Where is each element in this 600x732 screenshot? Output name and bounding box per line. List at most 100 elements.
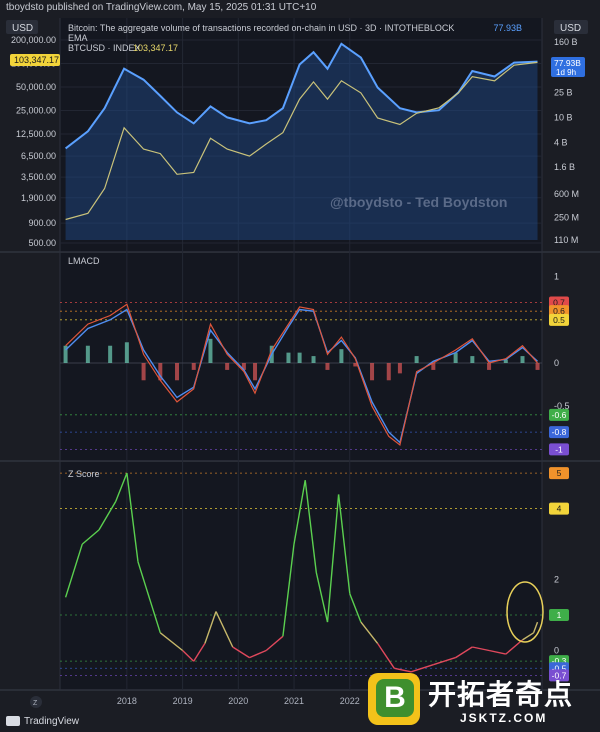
lmacd-histogram-bar bbox=[124, 342, 129, 363]
zscore-tick-label: 2 bbox=[554, 575, 559, 585]
x-tick-label: 2019 bbox=[173, 696, 193, 706]
lmacd-histogram-bar bbox=[85, 345, 90, 363]
lmacd-histogram-bar bbox=[175, 363, 180, 381]
zscore-segment bbox=[433, 656, 456, 666]
lmacd-histogram-bar bbox=[191, 363, 196, 370]
right-tick-label: 4 B bbox=[554, 137, 568, 147]
lmacd-histogram-bar bbox=[386, 363, 391, 381]
zscore-level-label: -0.3 bbox=[552, 656, 567, 666]
zscore-segment bbox=[410, 664, 434, 673]
lmacd-histogram-bar bbox=[353, 363, 358, 367]
zscore-segment bbox=[360, 621, 379, 644]
lmacd-histogram-bar bbox=[141, 363, 146, 381]
left-tick-label: 12,500.00 bbox=[16, 129, 56, 139]
volume-badge-time: 1d 9h bbox=[556, 68, 576, 77]
zscore-segment bbox=[304, 480, 317, 573]
highlight-ellipse bbox=[506, 581, 544, 643]
price-line bbox=[65, 61, 538, 221]
volume-area bbox=[65, 43, 538, 240]
zscore-segment bbox=[394, 667, 412, 673]
panel2-plot bbox=[60, 302, 542, 450]
lmacd-histogram-bar bbox=[370, 363, 375, 381]
volume-badge-value: 77.93B bbox=[554, 58, 581, 68]
zscore-segment bbox=[349, 593, 362, 623]
x-tick-label: 2022 bbox=[340, 696, 360, 706]
lmacd-level-label: -0.6 bbox=[552, 410, 567, 420]
lmacd-level-badge bbox=[549, 443, 569, 456]
panel2-title: LMACD bbox=[68, 256, 100, 266]
lmacd-histogram-bar bbox=[487, 363, 492, 370]
left-tick-label: 1,900.00 bbox=[21, 193, 56, 203]
lmacd-histogram-bar bbox=[325, 363, 330, 370]
currency-right-label: USD bbox=[560, 23, 581, 34]
zscore-segment bbox=[522, 632, 534, 641]
zscore-tick-label: 0 bbox=[554, 646, 559, 656]
panel3-plot bbox=[60, 472, 542, 676]
zscore-segment bbox=[193, 643, 206, 662]
lmacd-histogram-bar bbox=[397, 363, 402, 374]
lmacd-tick-label: -0.5 bbox=[554, 401, 570, 411]
zscore-segment bbox=[115, 472, 128, 502]
lmacd-histogram-bar bbox=[431, 363, 436, 370]
lmacd-level-badge bbox=[549, 408, 569, 421]
lmacd-histogram-bar bbox=[414, 356, 419, 363]
zscore-level-label: -0.5 bbox=[552, 663, 567, 673]
zscore-segment bbox=[204, 611, 217, 644]
lmacd-level-label: 0.5 bbox=[553, 315, 565, 325]
lmacd-histogram-bar bbox=[225, 363, 230, 370]
index-value: 103,347.17 bbox=[133, 43, 178, 53]
zscore-segment bbox=[455, 646, 473, 659]
zscore-segment bbox=[64, 543, 83, 598]
right-tick-label: 110 M bbox=[554, 235, 578, 245]
zscore-segment bbox=[98, 501, 117, 531]
zscore-level-label: -0.7 bbox=[552, 670, 567, 680]
right-tick-label: 160 B bbox=[554, 37, 578, 47]
zscore-segment bbox=[215, 611, 234, 648]
lmacd-histogram-bar bbox=[63, 345, 68, 363]
ema-label: EMA bbox=[68, 33, 88, 43]
zscore-level-badge bbox=[549, 502, 569, 515]
zscore-level-label: 5 bbox=[557, 468, 562, 478]
zscore-segment bbox=[137, 561, 161, 634]
currency-right-tag[interactable] bbox=[554, 20, 588, 34]
lmacd-histogram-bar bbox=[520, 356, 525, 363]
lmacd-histogram-bar bbox=[158, 363, 163, 381]
site-title: 开拓者奇点 bbox=[428, 679, 574, 710]
lmacd-level-label: -0.8 bbox=[552, 427, 567, 437]
tradingview-brand-label: TradingView bbox=[24, 716, 80, 727]
zscore-segment bbox=[249, 649, 267, 659]
zscore-segment bbox=[337, 494, 351, 594]
lmacd-level-label: -1 bbox=[555, 444, 563, 454]
left-tick-label: 500.00 bbox=[28, 238, 56, 248]
zscore-segment bbox=[232, 646, 250, 659]
panel1-title-value: 77.93B bbox=[493, 23, 522, 33]
tradingview-logo-icon bbox=[6, 716, 20, 727]
zscore-segment bbox=[532, 621, 539, 634]
site-watermark: B 开拓者奇点 JSKTZ.COM bbox=[368, 671, 598, 731]
zscore-segment bbox=[293, 480, 306, 545]
panel1-title: Bitcoin: The aggregate volume of transac… bbox=[68, 23, 454, 33]
site-logo-letter: B bbox=[376, 679, 414, 717]
zscore-level-badge bbox=[549, 609, 569, 622]
zscore-segment bbox=[488, 649, 506, 655]
z-button[interactable] bbox=[30, 696, 42, 708]
zscore-segment bbox=[81, 529, 100, 545]
byline: tboydsto published on TradingView.com, M… bbox=[6, 2, 317, 13]
author-watermark: @tboydsto - Ted Boydston bbox=[330, 194, 508, 210]
zscore-level-label: 4 bbox=[557, 504, 562, 514]
zscore-segment bbox=[159, 632, 184, 652]
currency-left-tag[interactable] bbox=[6, 20, 38, 34]
right-tick-label: 25 B bbox=[554, 87, 573, 97]
panel3-bg bbox=[60, 462, 542, 690]
lmacd-level-label: 0.6 bbox=[553, 306, 565, 316]
panel3-title: Z Score bbox=[68, 469, 100, 479]
lmacd-tick-label: 1 bbox=[554, 272, 559, 282]
zscore-segment bbox=[472, 646, 490, 652]
zscore-segment bbox=[126, 473, 139, 562]
lmacd-histogram-bar bbox=[208, 338, 213, 363]
right-tick-label: 1.6 B bbox=[554, 162, 575, 172]
z-button-label: Z bbox=[33, 700, 38, 707]
left-tick-label: 900.00 bbox=[28, 218, 56, 228]
grid bbox=[60, 18, 542, 690]
left-tick-label: 200,000.00 bbox=[11, 35, 56, 45]
